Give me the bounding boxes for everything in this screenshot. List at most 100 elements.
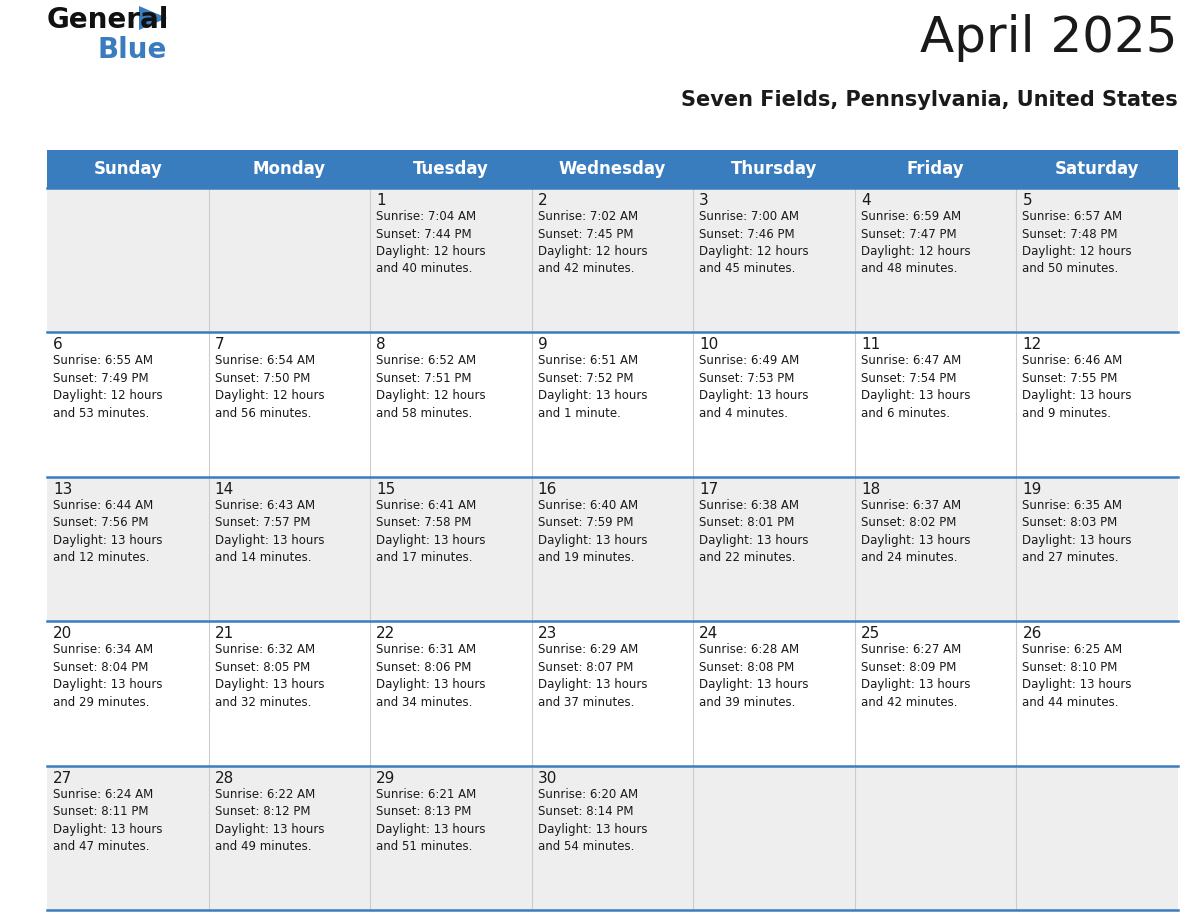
Bar (1017, 766, 1178, 910)
Text: 25: 25 (861, 626, 880, 641)
Text: Sunrise: 7:04 AM
Sunset: 7:44 PM
Daylight: 12 hours
and 40 minutes.: Sunrise: 7:04 AM Sunset: 7:44 PM Dayligh… (377, 210, 486, 275)
Text: Seven Fields, Pennsylvania, United States: Seven Fields, Pennsylvania, United State… (681, 90, 1178, 110)
Text: 21: 21 (215, 626, 234, 641)
Bar (371, 188, 532, 332)
Text: Friday: Friday (906, 160, 965, 178)
Bar (209, 188, 371, 332)
Text: 10: 10 (700, 338, 719, 353)
Text: 5: 5 (1023, 193, 1032, 208)
Bar (532, 476, 694, 621)
Bar (371, 332, 532, 476)
Text: April 2025: April 2025 (921, 14, 1178, 62)
Bar (48, 150, 1178, 188)
Bar (1017, 188, 1178, 332)
Bar (371, 621, 532, 766)
Text: 22: 22 (377, 626, 396, 641)
Text: 27: 27 (53, 770, 72, 786)
Text: Sunrise: 6:25 AM
Sunset: 8:10 PM
Daylight: 13 hours
and 44 minutes.: Sunrise: 6:25 AM Sunset: 8:10 PM Dayligh… (1023, 644, 1132, 709)
Bar (209, 766, 371, 910)
Text: Monday: Monday (253, 160, 326, 178)
Text: 7: 7 (215, 338, 225, 353)
Text: 28: 28 (215, 770, 234, 786)
Bar (532, 188, 694, 332)
Text: Sunrise: 6:49 AM
Sunset: 7:53 PM
Daylight: 13 hours
and 4 minutes.: Sunrise: 6:49 AM Sunset: 7:53 PM Dayligh… (700, 354, 809, 420)
Text: Sunrise: 6:37 AM
Sunset: 8:02 PM
Daylight: 13 hours
and 24 minutes.: Sunrise: 6:37 AM Sunset: 8:02 PM Dayligh… (861, 498, 971, 565)
Bar (209, 621, 371, 766)
Text: Sunrise: 6:47 AM
Sunset: 7:54 PM
Daylight: 13 hours
and 6 minutes.: Sunrise: 6:47 AM Sunset: 7:54 PM Dayligh… (861, 354, 971, 420)
Text: Thursday: Thursday (731, 160, 817, 178)
Bar (694, 766, 855, 910)
Text: Sunrise: 7:02 AM
Sunset: 7:45 PM
Daylight: 12 hours
and 42 minutes.: Sunrise: 7:02 AM Sunset: 7:45 PM Dayligh… (538, 210, 647, 275)
Text: Sunrise: 6:46 AM
Sunset: 7:55 PM
Daylight: 13 hours
and 9 minutes.: Sunrise: 6:46 AM Sunset: 7:55 PM Dayligh… (1023, 354, 1132, 420)
Bar (1017, 332, 1178, 476)
Bar (855, 476, 1017, 621)
Bar (694, 621, 855, 766)
Text: 18: 18 (861, 482, 880, 497)
Text: General: General (48, 6, 170, 34)
Text: 13: 13 (53, 482, 72, 497)
Text: 6: 6 (53, 338, 63, 353)
Text: Sunrise: 7:00 AM
Sunset: 7:46 PM
Daylight: 12 hours
and 45 minutes.: Sunrise: 7:00 AM Sunset: 7:46 PM Dayligh… (700, 210, 809, 275)
Bar (48, 188, 209, 332)
Text: Sunrise: 6:51 AM
Sunset: 7:52 PM
Daylight: 13 hours
and 1 minute.: Sunrise: 6:51 AM Sunset: 7:52 PM Dayligh… (538, 354, 647, 420)
Text: Sunrise: 6:31 AM
Sunset: 8:06 PM
Daylight: 13 hours
and 34 minutes.: Sunrise: 6:31 AM Sunset: 8:06 PM Dayligh… (377, 644, 486, 709)
Text: Tuesday: Tuesday (413, 160, 489, 178)
Text: Sunrise: 6:41 AM
Sunset: 7:58 PM
Daylight: 13 hours
and 17 minutes.: Sunrise: 6:41 AM Sunset: 7:58 PM Dayligh… (377, 498, 486, 565)
Bar (855, 188, 1017, 332)
Text: Sunrise: 6:34 AM
Sunset: 8:04 PM
Daylight: 13 hours
and 29 minutes.: Sunrise: 6:34 AM Sunset: 8:04 PM Dayligh… (53, 644, 163, 709)
Bar (48, 766, 209, 910)
Text: 12: 12 (1023, 338, 1042, 353)
Text: 23: 23 (538, 626, 557, 641)
Text: Sunrise: 6:24 AM
Sunset: 8:11 PM
Daylight: 13 hours
and 47 minutes.: Sunrise: 6:24 AM Sunset: 8:11 PM Dayligh… (53, 788, 163, 853)
Text: 20: 20 (53, 626, 72, 641)
Text: 29: 29 (377, 770, 396, 786)
Bar (532, 766, 694, 910)
Text: Wednesday: Wednesday (558, 160, 666, 178)
Text: Sunrise: 6:54 AM
Sunset: 7:50 PM
Daylight: 12 hours
and 56 minutes.: Sunrise: 6:54 AM Sunset: 7:50 PM Dayligh… (215, 354, 324, 420)
Text: 3: 3 (700, 193, 709, 208)
Bar (855, 621, 1017, 766)
Text: Sunrise: 6:38 AM
Sunset: 8:01 PM
Daylight: 13 hours
and 22 minutes.: Sunrise: 6:38 AM Sunset: 8:01 PM Dayligh… (700, 498, 809, 565)
Text: 11: 11 (861, 338, 880, 353)
Text: Sunrise: 6:27 AM
Sunset: 8:09 PM
Daylight: 13 hours
and 42 minutes.: Sunrise: 6:27 AM Sunset: 8:09 PM Dayligh… (861, 644, 971, 709)
Text: Sunrise: 6:21 AM
Sunset: 8:13 PM
Daylight: 13 hours
and 51 minutes.: Sunrise: 6:21 AM Sunset: 8:13 PM Dayligh… (377, 788, 486, 853)
Text: Sunrise: 6:29 AM
Sunset: 8:07 PM
Daylight: 13 hours
and 37 minutes.: Sunrise: 6:29 AM Sunset: 8:07 PM Dayligh… (538, 644, 647, 709)
Text: Sunrise: 6:22 AM
Sunset: 8:12 PM
Daylight: 13 hours
and 49 minutes.: Sunrise: 6:22 AM Sunset: 8:12 PM Dayligh… (215, 788, 324, 853)
Bar (1017, 621, 1178, 766)
Bar (209, 332, 371, 476)
Text: 24: 24 (700, 626, 719, 641)
Text: 4: 4 (861, 193, 871, 208)
Text: Sunrise: 6:43 AM
Sunset: 7:57 PM
Daylight: 13 hours
and 14 minutes.: Sunrise: 6:43 AM Sunset: 7:57 PM Dayligh… (215, 498, 324, 565)
Text: 19: 19 (1023, 482, 1042, 497)
Bar (48, 332, 209, 476)
Bar (532, 621, 694, 766)
Text: 26: 26 (1023, 626, 1042, 641)
Bar (855, 766, 1017, 910)
Text: 17: 17 (700, 482, 719, 497)
Text: Sunrise: 6:59 AM
Sunset: 7:47 PM
Daylight: 12 hours
and 48 minutes.: Sunrise: 6:59 AM Sunset: 7:47 PM Dayligh… (861, 210, 971, 275)
Text: 1: 1 (377, 193, 386, 208)
Bar (371, 476, 532, 621)
Bar (694, 476, 855, 621)
Bar (855, 332, 1017, 476)
Text: 16: 16 (538, 482, 557, 497)
Polygon shape (139, 6, 168, 30)
Text: Sunrise: 6:55 AM
Sunset: 7:49 PM
Daylight: 12 hours
and 53 minutes.: Sunrise: 6:55 AM Sunset: 7:49 PM Dayligh… (53, 354, 163, 420)
Bar (48, 476, 209, 621)
Bar (371, 766, 532, 910)
Text: Sunrise: 6:28 AM
Sunset: 8:08 PM
Daylight: 13 hours
and 39 minutes.: Sunrise: 6:28 AM Sunset: 8:08 PM Dayligh… (700, 644, 809, 709)
Text: Sunrise: 6:40 AM
Sunset: 7:59 PM
Daylight: 13 hours
and 19 minutes.: Sunrise: 6:40 AM Sunset: 7:59 PM Dayligh… (538, 498, 647, 565)
Text: Blue: Blue (97, 36, 166, 64)
Bar (694, 332, 855, 476)
Text: 15: 15 (377, 482, 396, 497)
Bar (1017, 476, 1178, 621)
Text: 30: 30 (538, 770, 557, 786)
Text: 8: 8 (377, 338, 386, 353)
Bar (209, 476, 371, 621)
Text: Sunrise: 6:57 AM
Sunset: 7:48 PM
Daylight: 12 hours
and 50 minutes.: Sunrise: 6:57 AM Sunset: 7:48 PM Dayligh… (1023, 210, 1132, 275)
Text: Sunrise: 6:52 AM
Sunset: 7:51 PM
Daylight: 12 hours
and 58 minutes.: Sunrise: 6:52 AM Sunset: 7:51 PM Dayligh… (377, 354, 486, 420)
Text: Sunday: Sunday (94, 160, 163, 178)
Text: Sunrise: 6:44 AM
Sunset: 7:56 PM
Daylight: 13 hours
and 12 minutes.: Sunrise: 6:44 AM Sunset: 7:56 PM Dayligh… (53, 498, 163, 565)
Text: Sunrise: 6:32 AM
Sunset: 8:05 PM
Daylight: 13 hours
and 32 minutes.: Sunrise: 6:32 AM Sunset: 8:05 PM Dayligh… (215, 644, 324, 709)
Bar (694, 188, 855, 332)
